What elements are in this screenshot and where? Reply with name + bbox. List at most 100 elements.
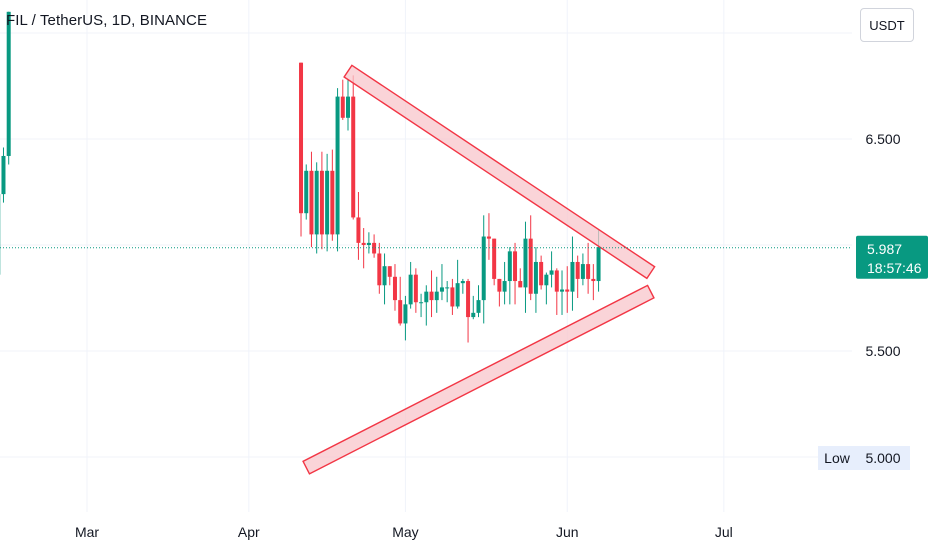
candle-body: [424, 291, 429, 303]
candle: [356, 192, 361, 260]
candle-body: [476, 300, 481, 313]
candle: [533, 247, 538, 313]
candle-body: [549, 270, 554, 275]
low-value-box: [856, 446, 910, 470]
candle-body: [580, 264, 585, 279]
candle: [513, 242, 518, 305]
candle: [419, 293, 424, 318]
candle: [330, 149, 335, 241]
low-label: Low: [824, 450, 851, 466]
x-tick-label: Apr: [238, 524, 260, 540]
candle-body: [486, 236, 491, 239]
candle-body: [575, 261, 580, 279]
candle: [497, 278, 502, 307]
candle: [439, 264, 444, 301]
candle: [460, 278, 465, 294]
symbol-title[interactable]: FIL / TetherUS, 1D, BINANCE: [6, 12, 208, 29]
candle-body: [413, 274, 418, 303]
candle: [560, 270, 565, 315]
candle-body: [497, 278, 502, 292]
candle: [429, 270, 434, 318]
candle: [304, 164, 309, 220]
chart-grid: [0, 0, 852, 512]
candle: [476, 285, 481, 318]
candles: [0, 11, 601, 343]
candle-body: [492, 238, 497, 279]
candle: [565, 266, 570, 313]
candle-body: [591, 278, 596, 282]
candle: [450, 278, 455, 315]
candle: [413, 268, 418, 313]
candle-body: [554, 270, 559, 292]
candle: [377, 242, 382, 294]
candle: [1, 147, 6, 203]
candle-body: [351, 96, 356, 218]
candle: [580, 253, 585, 286]
time-axis[interactable]: Mar Apr May Jun Jul: [75, 524, 733, 540]
price-axis[interactable]: 6.500 5.500: [865, 131, 900, 359]
candle-body: [466, 281, 471, 318]
candle: [518, 268, 523, 288]
candle-body: [419, 302, 424, 304]
last-price-value: 5.987: [867, 241, 902, 257]
candle-body: [539, 261, 544, 286]
candle: [299, 62, 304, 237]
candle: [481, 215, 486, 324]
candle-body: [408, 274, 413, 305]
candle-body: [471, 312, 476, 318]
x-tick-label: Jun: [556, 524, 579, 540]
pattern-lower-band: [302, 284, 655, 475]
currency-button[interactable]: USDT: [860, 8, 914, 42]
candle-body: [570, 261, 575, 292]
candle-body: [434, 291, 439, 301]
price-countdown: 18:57:46: [867, 260, 922, 276]
candle-body: [445, 287, 450, 289]
candle-body: [346, 96, 350, 118]
candle-body: [513, 251, 518, 282]
triangle-pattern[interactable]: [302, 64, 656, 475]
candle: [586, 242, 591, 294]
candle-body: [586, 264, 591, 279]
candle: [471, 295, 476, 320]
candle: [544, 272, 549, 305]
candle-body: [565, 289, 570, 292]
candle: [309, 151, 314, 248]
candle: [408, 261, 413, 309]
candle: [403, 295, 408, 341]
candle-body: [314, 170, 319, 235]
candle-body: [528, 238, 533, 294]
x-tick-label: Jul: [715, 524, 733, 540]
candle: [445, 281, 450, 303]
candle: [528, 215, 533, 301]
x-tick-label: Mar: [75, 524, 99, 540]
candle: [319, 151, 324, 250]
candle: [382, 253, 387, 305]
candle-body: [335, 96, 340, 235]
candle-body: [455, 283, 460, 307]
candle: [398, 276, 403, 326]
candle-body: [507, 251, 512, 282]
candle-body: [319, 170, 324, 235]
candle: [346, 79, 350, 131]
low-value: 5.000: [865, 450, 900, 466]
candle: [372, 234, 377, 258]
candle: [314, 162, 319, 254]
candle: [523, 221, 528, 313]
candle-body: [403, 304, 408, 324]
candle: [325, 153, 330, 252]
candle: [351, 75, 356, 220]
candle-body: [299, 62, 304, 214]
candle-body: [518, 281, 523, 288]
candle: [340, 79, 345, 120]
candle: [539, 255, 544, 290]
low-label-box: [818, 446, 856, 470]
candle-body: [596, 247, 601, 282]
candle: [502, 261, 507, 305]
candle-body: [544, 274, 549, 286]
candle-body: [502, 281, 507, 292]
candle-body: [325, 170, 330, 235]
candle-body: [481, 236, 486, 301]
candle-body: [1, 155, 6, 195]
candle-body: [429, 291, 434, 301]
